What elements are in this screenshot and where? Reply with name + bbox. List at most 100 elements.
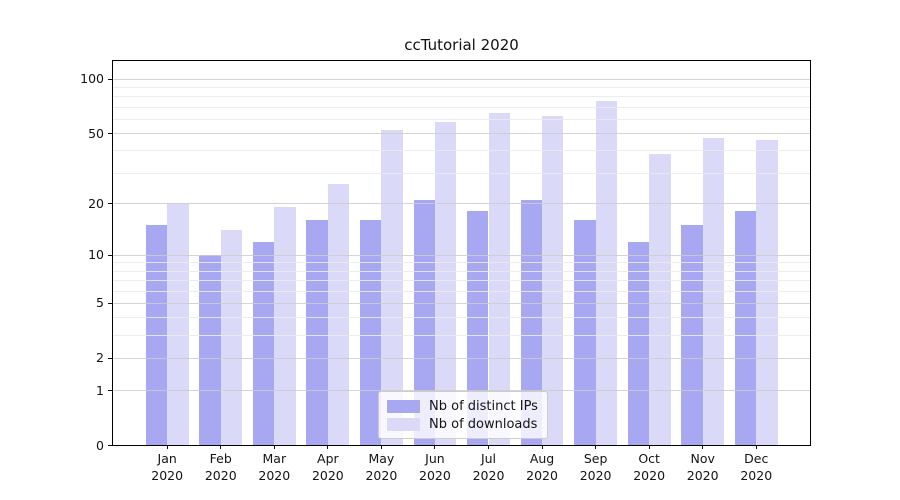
legend-label-downloads: Nb of downloads (429, 416, 538, 432)
x-tick-mark (488, 445, 489, 449)
bar-distinct-ips-jun (413, 199, 435, 445)
x-tick-year: 2020 (365, 468, 398, 483)
y-tick-label: 50 (88, 125, 104, 141)
bar-distinct-ips-oct (627, 241, 650, 445)
x-tick-month: Nov (690, 451, 715, 466)
chart-title: ccTutorial 2020 (404, 36, 519, 54)
x-tick-mark (220, 445, 222, 449)
x-tick-mark (327, 445, 329, 449)
x-tick-year: 2020 (258, 468, 291, 483)
x-tick-label-feb: Feb 2020 (191, 450, 251, 484)
y-tick-label: 5 (96, 295, 104, 311)
x-tick-label-oct: Oct 2020 (619, 450, 679, 484)
y-tick-mark (108, 254, 112, 256)
legend-item-downloads: Nb of downloads (387, 415, 538, 433)
major-gridline (113, 78, 810, 80)
y-tick-label: 20 (88, 195, 104, 211)
x-tick-label-aug: Aug 2020 (512, 450, 572, 484)
x-tick-year: 2020 (579, 468, 612, 483)
x-tick-month: Mar (262, 451, 287, 466)
x-tick-label-apr: Apr 2020 (298, 450, 358, 484)
bar-distinct-ips-sep (574, 220, 596, 445)
x-tick-month: Jul (480, 451, 497, 466)
x-tick-label-mar: Mar 2020 (244, 450, 304, 484)
plot-area: Nb of distinct IPs Nb of downloads (112, 60, 811, 446)
major-gridline (113, 133, 810, 135)
x-tick-mark (755, 445, 757, 449)
x-tick-month: Aug (529, 451, 555, 466)
bar-downloads-mar (274, 207, 296, 445)
major-gridline (113, 302, 810, 304)
bar-downloads-feb (220, 230, 243, 445)
x-tick-year: 2020 (740, 468, 773, 483)
x-tick-year: 2020 (204, 468, 237, 483)
x-tick-month: May (368, 451, 395, 466)
x-tick-month: Feb (209, 451, 232, 466)
minor-gridline (113, 270, 810, 272)
x-tick-year: 2020 (151, 468, 184, 483)
legend-swatch-downloads (387, 417, 420, 431)
legend-label-distinct-ips: Nb of distinct IPs (429, 398, 538, 414)
x-tick-year: 2020 (311, 468, 344, 483)
x-tick-label-jun: Jun 2020 (405, 450, 465, 484)
x-tick-mark (541, 445, 543, 449)
minor-gridline (113, 96, 810, 98)
bar-downloads-dec (756, 139, 778, 445)
minor-gridline (113, 335, 810, 337)
bar-downloads-apr (327, 183, 350, 445)
bar-distinct-ips-feb (199, 254, 221, 445)
x-tick-mark (273, 445, 275, 449)
x-tick-label-jul: Jul 2020 (459, 450, 519, 484)
major-gridline (113, 390, 810, 391)
minor-gridline (113, 317, 810, 319)
x-tick-label-may: May 2020 (351, 450, 411, 484)
bar-distinct-ips-aug (520, 199, 543, 445)
x-tick-label-dec: Dec 2020 (726, 450, 786, 484)
x-tick-mark (648, 445, 650, 449)
y-tick-mark (108, 445, 112, 446)
bar-downloads-may (381, 130, 403, 445)
y-tick-label: 2 (96, 350, 104, 366)
x-tick-year: 2020 (686, 468, 719, 483)
legend-item-distinct-ips: Nb of distinct IPs (387, 397, 538, 415)
bar-distinct-ips-mar (252, 241, 275, 445)
x-tick-label-nov: Nov 2020 (673, 450, 733, 484)
bar-downloads-sep (595, 101, 617, 445)
x-tick-year: 2020 (526, 468, 558, 483)
y-tick-label: 10 (88, 247, 104, 263)
x-tick-month: Jun (425, 451, 445, 466)
minor-gridline (113, 118, 810, 120)
x-tick-year: 2020 (633, 468, 666, 483)
x-tick-month: Oct (638, 451, 660, 466)
x-tick-month: Jan (157, 451, 177, 466)
bar-downloads-jun (434, 121, 457, 445)
y-tick-label: 0 (96, 437, 104, 453)
minor-gridline (113, 262, 810, 264)
minor-gridline (113, 106, 810, 108)
x-tick-mark (380, 445, 382, 449)
legend: Nb of distinct IPs Nb of downloads (378, 391, 548, 439)
x-tick-mark (434, 445, 436, 449)
bar-distinct-ips-dec (734, 211, 757, 445)
bar-distinct-ips-may (360, 220, 382, 445)
y-tick-mark (108, 390, 112, 391)
major-gridline (113, 254, 810, 256)
y-tick-mark (108, 133, 112, 135)
legend-swatch-distinct-ips (387, 399, 420, 413)
bar-distinct-ips-apr (306, 220, 328, 445)
bar-distinct-ips-jul (467, 211, 489, 445)
bar-downloads-jul (488, 112, 510, 445)
major-gridline (113, 357, 810, 359)
minor-gridline (113, 87, 810, 89)
minor-gridline (113, 150, 810, 152)
minor-gridline (113, 172, 810, 174)
x-tick-year: 2020 (419, 468, 451, 483)
minor-gridline (113, 290, 810, 292)
bar-downloads-oct (649, 154, 671, 445)
x-tick-month: Sep (583, 451, 608, 466)
bar-downloads-jan (167, 203, 189, 445)
y-tick-mark (108, 78, 112, 80)
minor-gridline (113, 280, 810, 282)
y-tick-mark (108, 203, 112, 205)
